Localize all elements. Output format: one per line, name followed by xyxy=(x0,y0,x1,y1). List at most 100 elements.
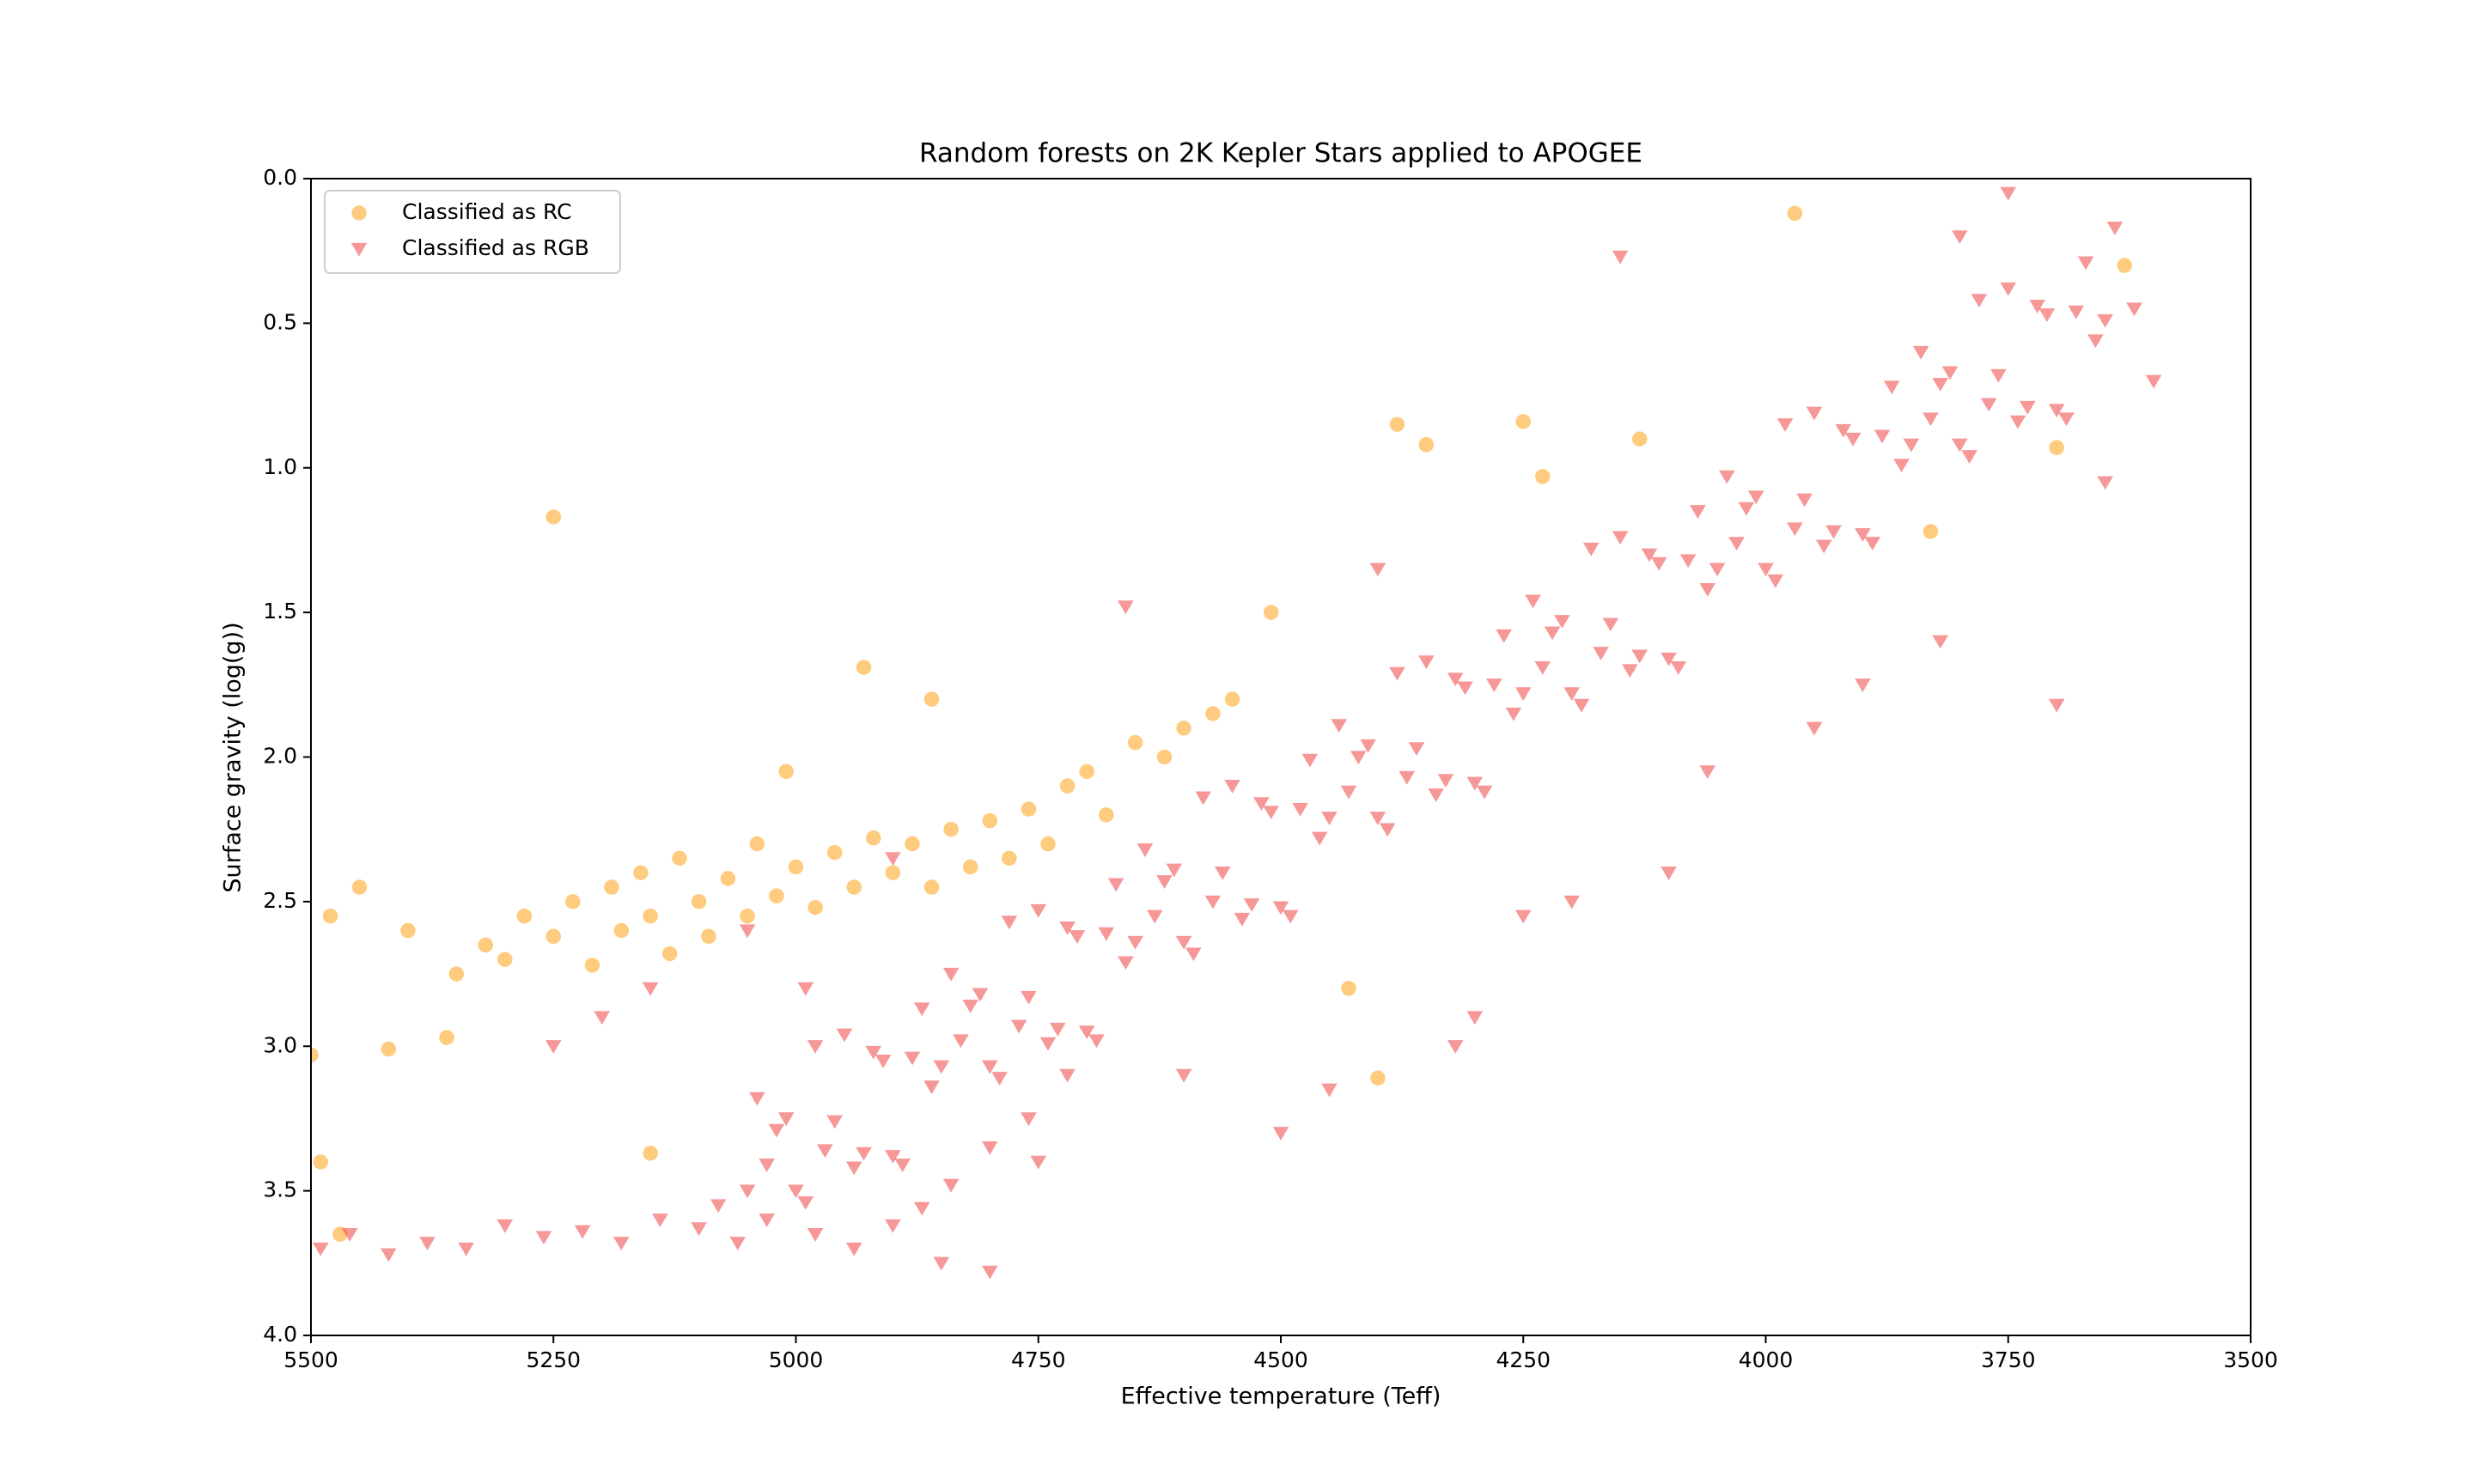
point xyxy=(788,859,804,875)
legend-box xyxy=(324,190,621,274)
point xyxy=(962,999,979,1013)
point xyxy=(1176,721,1191,736)
point xyxy=(1563,687,1581,702)
point xyxy=(1389,666,1405,681)
point xyxy=(1234,912,1251,927)
point xyxy=(1806,721,1823,736)
point xyxy=(2097,313,2113,328)
point xyxy=(1282,909,1299,924)
point xyxy=(1573,698,1590,713)
point xyxy=(1369,563,1386,577)
point xyxy=(846,879,862,895)
point xyxy=(1971,294,1988,308)
point xyxy=(604,879,619,895)
point xyxy=(1059,1068,1076,1083)
point xyxy=(1021,801,1037,817)
point xyxy=(1932,377,1949,392)
point xyxy=(769,888,784,903)
point xyxy=(1815,539,1832,554)
point xyxy=(652,1213,668,1227)
point xyxy=(1340,785,1357,800)
point xyxy=(1059,921,1076,935)
point xyxy=(643,908,658,924)
point xyxy=(991,1072,1008,1086)
point xyxy=(1021,990,1037,1005)
point xyxy=(1146,909,1163,924)
point xyxy=(807,899,823,915)
point xyxy=(2145,374,2162,389)
point xyxy=(826,1115,843,1129)
point xyxy=(1418,437,1435,453)
point xyxy=(1923,524,1939,539)
point xyxy=(1825,525,1842,539)
point xyxy=(1398,770,1416,785)
point xyxy=(1069,930,1086,944)
point xyxy=(1525,594,1541,609)
point xyxy=(1099,807,1114,823)
point xyxy=(1796,493,1813,508)
x-tick-label: 5500 xyxy=(283,1347,338,1372)
point xyxy=(2087,334,2104,349)
point xyxy=(545,928,561,945)
point xyxy=(1515,414,1531,429)
point xyxy=(516,908,533,924)
point xyxy=(574,1225,591,1239)
point xyxy=(1514,687,1532,702)
point xyxy=(1466,776,1484,791)
point xyxy=(836,1028,853,1043)
point xyxy=(2029,300,2045,313)
point xyxy=(981,1140,998,1155)
point xyxy=(904,1051,921,1066)
point xyxy=(1661,867,1677,880)
point xyxy=(1118,956,1134,970)
point xyxy=(1544,626,1561,641)
point xyxy=(942,967,960,982)
point xyxy=(1205,706,1221,721)
point xyxy=(1127,935,1143,950)
legend-marker xyxy=(350,242,368,257)
point xyxy=(1224,691,1240,707)
point xyxy=(778,763,794,780)
x-tick-label: 5250 xyxy=(526,1347,581,1372)
y-axis-label: Surface gravity (log(g)) xyxy=(220,622,247,892)
point xyxy=(1496,629,1512,643)
point xyxy=(381,1041,397,1057)
point xyxy=(923,879,940,895)
point xyxy=(1563,895,1581,909)
point xyxy=(691,1222,707,1237)
plot-area xyxy=(311,186,2162,1280)
point xyxy=(866,830,881,846)
point xyxy=(313,1154,329,1170)
point xyxy=(1428,788,1444,802)
point xyxy=(1631,649,1648,664)
point xyxy=(729,1237,746,1250)
point xyxy=(1369,812,1386,825)
point xyxy=(856,660,872,675)
point xyxy=(913,1002,930,1017)
y-tick-label: 0.5 xyxy=(263,309,297,334)
point xyxy=(1204,895,1222,909)
point xyxy=(923,1080,940,1095)
point xyxy=(661,946,678,962)
point xyxy=(807,1227,824,1242)
point xyxy=(1728,537,1745,550)
point xyxy=(797,1195,814,1210)
point xyxy=(565,894,581,909)
point xyxy=(740,908,755,924)
point xyxy=(1341,981,1356,996)
legend-label: Classified as RC xyxy=(402,199,572,224)
point xyxy=(1379,823,1396,837)
point xyxy=(1844,432,1862,447)
point xyxy=(1514,909,1532,924)
point xyxy=(788,1184,804,1199)
point xyxy=(885,1150,901,1164)
point xyxy=(1670,660,1687,675)
point xyxy=(1331,719,1348,733)
point xyxy=(1370,1070,1386,1086)
point xyxy=(1835,423,1852,438)
point xyxy=(1059,778,1076,794)
point xyxy=(642,982,659,996)
point xyxy=(1923,412,1939,427)
point xyxy=(1185,947,1202,962)
point xyxy=(1699,765,1716,780)
